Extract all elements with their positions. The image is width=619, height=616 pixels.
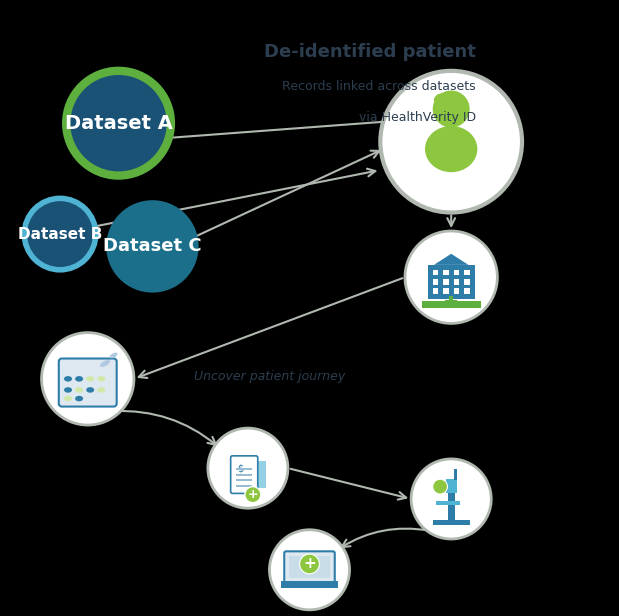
Polygon shape	[239, 461, 266, 488]
Circle shape	[66, 71, 171, 176]
Ellipse shape	[110, 352, 118, 359]
Text: via HealthVerity ID: via HealthVerity ID	[358, 111, 476, 124]
Circle shape	[411, 459, 491, 539]
Circle shape	[300, 554, 319, 574]
Bar	[443, 279, 449, 285]
Bar	[433, 520, 470, 525]
Ellipse shape	[64, 387, 72, 393]
Text: Dataset C: Dataset C	[103, 237, 202, 256]
Circle shape	[41, 333, 134, 425]
Bar	[443, 288, 449, 294]
Bar	[281, 581, 338, 588]
Ellipse shape	[75, 387, 83, 393]
Circle shape	[380, 71, 522, 213]
FancyBboxPatch shape	[59, 359, 117, 407]
Bar	[449, 296, 453, 308]
Text: +: +	[303, 556, 316, 572]
Circle shape	[24, 198, 96, 270]
Text: Dataset B: Dataset B	[18, 227, 102, 241]
Text: +: +	[248, 488, 258, 501]
Bar	[443, 270, 449, 275]
Circle shape	[433, 479, 448, 494]
Ellipse shape	[75, 376, 83, 381]
Ellipse shape	[86, 387, 94, 393]
FancyBboxPatch shape	[284, 551, 335, 583]
Bar	[436, 501, 461, 505]
Bar	[464, 270, 470, 275]
Bar	[433, 279, 438, 285]
Text: Uncover patient journey: Uncover patient journey	[194, 370, 345, 384]
Bar	[433, 288, 438, 294]
Ellipse shape	[97, 376, 105, 381]
Bar	[428, 265, 475, 299]
Bar	[464, 279, 470, 285]
Bar	[433, 270, 438, 275]
Circle shape	[208, 428, 288, 508]
Circle shape	[245, 487, 261, 503]
Bar	[422, 301, 481, 308]
Bar	[454, 279, 459, 285]
Ellipse shape	[64, 376, 72, 381]
Bar	[445, 300, 457, 304]
Text: De-identified patient: De-identified patient	[264, 43, 476, 61]
Ellipse shape	[434, 93, 454, 107]
Polygon shape	[434, 254, 469, 265]
Ellipse shape	[64, 396, 72, 402]
Bar	[454, 270, 459, 275]
Circle shape	[106, 200, 199, 293]
Text: $: $	[237, 464, 243, 474]
Bar	[289, 556, 330, 578]
Bar	[448, 490, 456, 521]
Bar	[454, 469, 457, 480]
Ellipse shape	[425, 126, 477, 172]
Ellipse shape	[75, 396, 83, 402]
Bar	[236, 468, 251, 470]
Ellipse shape	[100, 360, 110, 367]
Bar	[454, 288, 459, 294]
Bar	[236, 485, 251, 487]
Circle shape	[433, 91, 470, 128]
FancyBboxPatch shape	[231, 456, 258, 493]
Bar	[236, 474, 251, 476]
Circle shape	[405, 231, 498, 323]
Ellipse shape	[97, 387, 105, 393]
Bar	[236, 479, 251, 481]
Ellipse shape	[86, 376, 94, 381]
Bar	[464, 288, 470, 294]
Text: Dataset A: Dataset A	[64, 114, 173, 132]
Circle shape	[269, 530, 350, 610]
Bar	[446, 479, 457, 493]
Text: Records linked across datasets: Records linked across datasets	[282, 80, 476, 93]
